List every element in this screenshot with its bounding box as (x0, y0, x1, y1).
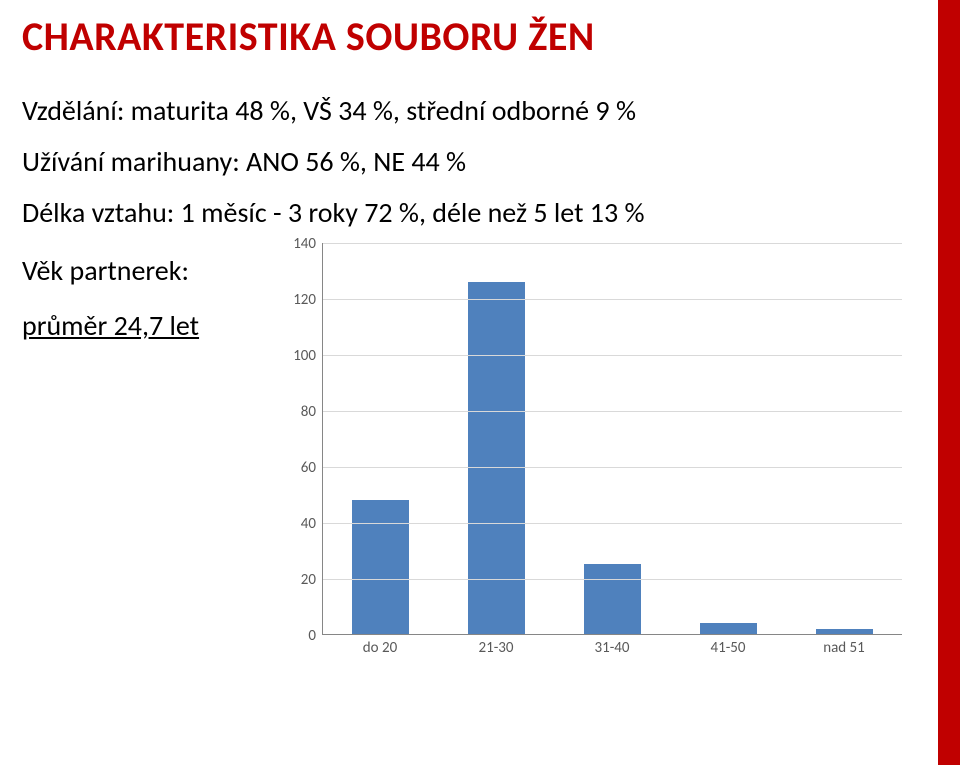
gridline (323, 355, 902, 356)
ytick-label: 20 (282, 571, 322, 627)
slide-content: CHARAKTERISTIKA SOUBORU ŽEN Vzdělání: ma… (22, 12, 922, 657)
chart-yaxis: 140120100806040200 (282, 243, 322, 635)
marijuana-line: Užívání marihuany: ANO 56 %, NE 44 % (22, 140, 922, 185)
bar (816, 629, 873, 635)
xtick-label: 31-40 (554, 639, 670, 657)
chart-xaxis: do 2021-3031-4041-50nad 51 (322, 639, 902, 657)
bar-slot (670, 243, 786, 634)
bar-slot (555, 243, 671, 634)
gridline (323, 243, 902, 244)
ytick-label: 60 (282, 459, 322, 515)
bar-slot (786, 243, 902, 634)
age-label: Věk partnerek: (22, 249, 272, 294)
chart-plot (322, 243, 902, 635)
education-line: Vzdělání: maturita 48 %, VŠ 34 %, středn… (22, 89, 922, 134)
chart-body: 140120100806040200 (282, 243, 922, 635)
page-title: CHARAKTERISTIKA SOUBORU ŽEN (22, 12, 922, 61)
ytick-label: 120 (282, 291, 322, 347)
ytick-label: 100 (282, 347, 322, 403)
side-stripe (938, 0, 960, 765)
age-row: Věk partnerek: průměr 24,7 let 140120100… (22, 243, 922, 657)
age-left-column: Věk partnerek: průměr 24,7 let (22, 243, 272, 359)
bar (700, 623, 757, 634)
bar-slot (323, 243, 439, 634)
gridline (323, 411, 902, 412)
ytick-label: 40 (282, 515, 322, 571)
age-chart: 140120100806040200 do 2021-3031-4041-50n… (272, 243, 922, 657)
bar (468, 282, 525, 635)
bar (584, 564, 641, 634)
bar-slot (439, 243, 555, 634)
gridline (323, 299, 902, 300)
bar (352, 500, 409, 634)
relationship-line: Délka vztahu: 1 měsíc - 3 roky 72 %, dél… (22, 191, 922, 236)
xtick-label: 41-50 (670, 639, 786, 657)
gridline (323, 523, 902, 524)
ytick-label: 80 (282, 403, 322, 459)
xtick-label: 21-30 (438, 639, 554, 657)
ytick-label: 140 (282, 235, 322, 291)
xtick-label: nad 51 (786, 639, 902, 657)
gridline (323, 467, 902, 468)
chart-bars (323, 243, 902, 634)
age-average: průměr 24,7 let (22, 304, 272, 349)
gridline (323, 579, 902, 580)
xtick-label: do 20 (322, 639, 438, 657)
